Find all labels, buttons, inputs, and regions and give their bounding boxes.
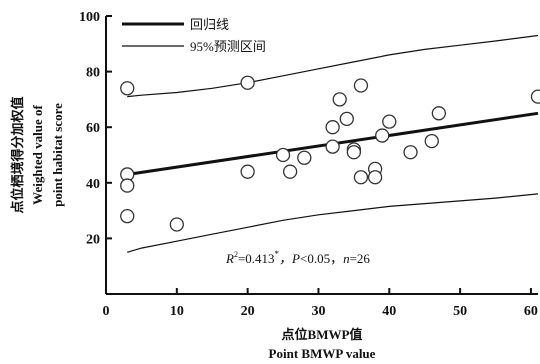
y-tick-label: 40 bbox=[86, 177, 100, 192]
data-point bbox=[169, 217, 184, 232]
x-ticks: 0 10 20 30 40 50 60 bbox=[103, 288, 538, 319]
data-point bbox=[530, 89, 540, 104]
data-point bbox=[346, 145, 362, 160]
x-tick-label: 0 bbox=[103, 304, 110, 319]
r2-value: =0.413 bbox=[238, 251, 275, 266]
y-ticks: 20 40 60 80 100 bbox=[79, 10, 112, 247]
data-point bbox=[367, 170, 383, 185]
data-point bbox=[424, 133, 439, 149]
p-value: <0.05， bbox=[300, 251, 343, 266]
legend-label-prediction: 95%预测区间 bbox=[190, 39, 266, 54]
statistics-annotation: R2=0.413*，P<0.05，n=26 bbox=[225, 249, 370, 266]
data-point bbox=[339, 111, 354, 127]
x-tick-label: 20 bbox=[241, 304, 255, 319]
r2-significance-star: * bbox=[275, 249, 280, 259]
data-point bbox=[403, 145, 418, 160]
data-points bbox=[120, 75, 540, 232]
r2-label: R bbox=[225, 251, 234, 266]
legend: 回归线 95%预测区间 bbox=[122, 17, 266, 54]
data-point bbox=[240, 164, 255, 179]
data-point bbox=[325, 139, 340, 154]
y-axis-title-en-line1: Weighted value of bbox=[30, 105, 45, 205]
prediction-interval-upper-line bbox=[127, 34, 539, 98]
y-tick-label: 20 bbox=[86, 232, 100, 247]
data-point bbox=[382, 114, 397, 129]
x-tick-label: 30 bbox=[311, 304, 325, 319]
data-point bbox=[275, 147, 291, 163]
data-point bbox=[297, 150, 312, 165]
y-axis-title-en-line2: point habitat score bbox=[50, 103, 65, 207]
x-axis-title-en: Point BMWP value bbox=[269, 346, 376, 361]
data-point bbox=[325, 120, 340, 135]
y-tick-label: 100 bbox=[79, 10, 100, 25]
data-point bbox=[353, 78, 369, 93]
n-label: n bbox=[343, 251, 350, 266]
data-point bbox=[353, 170, 369, 185]
legend-label-regression: 回归线 bbox=[190, 17, 229, 32]
data-point bbox=[120, 178, 135, 193]
data-point bbox=[282, 164, 298, 179]
data-point bbox=[240, 75, 255, 90]
r2-superscript: 2 bbox=[234, 250, 238, 259]
data-point bbox=[120, 209, 135, 224]
y-tick-label: 60 bbox=[86, 121, 100, 136]
data-point bbox=[120, 81, 135, 96]
x-axis-title-cn: 点位BMWP值 bbox=[282, 327, 363, 342]
x-tick-label: 40 bbox=[382, 304, 396, 319]
prediction-interval-lower-line bbox=[127, 193, 539, 253]
y-axis-title-cn: 点位栖境得分加权值 bbox=[10, 96, 25, 213]
p-label: ，P bbox=[279, 251, 300, 266]
x-tick-label: 60 bbox=[524, 304, 538, 319]
x-tick-label: 10 bbox=[170, 304, 184, 319]
y-tick-label: 80 bbox=[86, 66, 100, 81]
data-point bbox=[431, 106, 447, 121]
x-tick-label: 50 bbox=[453, 304, 467, 319]
data-point bbox=[375, 128, 390, 143]
data-point bbox=[332, 92, 347, 107]
n-value: =26 bbox=[350, 251, 371, 266]
